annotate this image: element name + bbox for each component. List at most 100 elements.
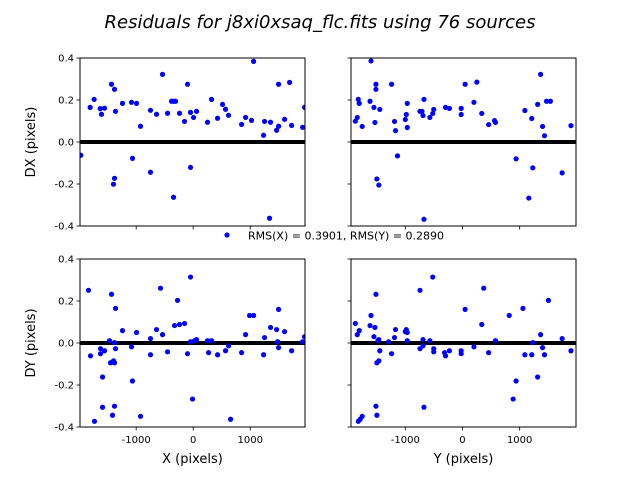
data-point (373, 291, 379, 297)
data-point (430, 274, 436, 280)
data-point (133, 329, 140, 336)
data-point (164, 110, 171, 116)
y-tick-label: -0.2 (54, 180, 74, 191)
data-point (164, 349, 171, 355)
data-point (193, 337, 200, 343)
data-point (250, 312, 257, 319)
data-point (371, 334, 377, 340)
data-point (242, 332, 249, 338)
y-tick-label: -0.4 (54, 423, 74, 434)
data-point (250, 58, 257, 64)
data-point (119, 100, 126, 106)
data-point (99, 374, 106, 380)
data-point (529, 352, 535, 358)
data-point (225, 112, 232, 118)
data-point (181, 118, 188, 125)
data-point (376, 182, 382, 188)
data-point (392, 128, 399, 134)
data-point (184, 81, 191, 87)
data-point (275, 306, 282, 312)
data-point (539, 345, 546, 351)
data-point (273, 127, 280, 133)
data-point (281, 116, 288, 122)
data-point (275, 123, 282, 129)
data-point (184, 351, 191, 357)
x-tick-label: -1000 (122, 435, 151, 446)
data-point (458, 105, 464, 111)
data-point (486, 121, 492, 128)
data-point (446, 348, 453, 354)
data-point (300, 124, 305, 130)
x-tick-label: 0 (190, 435, 196, 446)
data-point (128, 344, 135, 350)
data-point (97, 106, 103, 112)
data-point (394, 153, 401, 159)
data-point (91, 96, 97, 102)
data-point (267, 324, 274, 331)
data-point (492, 119, 499, 126)
data-point (273, 326, 280, 333)
data-point (133, 100, 140, 106)
data-point (98, 111, 105, 117)
data-point (302, 104, 305, 110)
data-point (559, 170, 565, 176)
data-point (225, 343, 232, 349)
data-point (419, 108, 425, 114)
data-point (417, 287, 423, 293)
data-point (246, 312, 253, 319)
data-point (402, 116, 408, 123)
data-point (97, 346, 104, 352)
data-point (543, 98, 550, 104)
data-point (458, 111, 464, 118)
data-point (189, 396, 196, 402)
data-point (101, 348, 108, 354)
data-point (153, 111, 160, 117)
data-point (377, 348, 383, 354)
data-point (403, 111, 409, 118)
data-point (109, 412, 116, 418)
plot-area (80, 58, 305, 221)
data-point (238, 121, 245, 127)
data-point (87, 353, 94, 359)
data-point (208, 338, 215, 344)
data-point (547, 98, 553, 104)
data-point (275, 339, 281, 345)
data-point (479, 321, 485, 328)
data-point (147, 169, 154, 175)
data-point (181, 320, 188, 327)
y-tick-label: -0.4 (54, 222, 74, 233)
data-point (492, 338, 499, 344)
data-point (214, 352, 221, 358)
data-point (159, 332, 166, 338)
data-point (374, 176, 380, 182)
data-point (260, 132, 267, 138)
data-point (176, 110, 183, 116)
data-point (87, 104, 93, 110)
data-point (214, 115, 221, 121)
data-point (174, 297, 181, 303)
data-point (462, 306, 468, 312)
data-point (391, 118, 398, 125)
data-point (458, 351, 464, 357)
data-point (137, 413, 144, 419)
data-point (172, 98, 179, 104)
data-point (147, 352, 154, 358)
data-point (153, 326, 160, 333)
data-point (404, 124, 410, 131)
data-point (462, 81, 468, 87)
data-point (129, 155, 136, 161)
data-point (510, 396, 516, 402)
data-point (159, 71, 166, 77)
data-point (404, 338, 410, 344)
data-point (545, 297, 552, 303)
data-point (568, 123, 574, 129)
data-point (446, 105, 453, 111)
data-point (471, 99, 477, 105)
data-point (275, 345, 282, 351)
data-point (354, 114, 360, 121)
data-point (205, 350, 212, 356)
data-point (559, 335, 565, 342)
x-tick-label: 1000 (238, 435, 263, 446)
data-point (112, 108, 119, 114)
